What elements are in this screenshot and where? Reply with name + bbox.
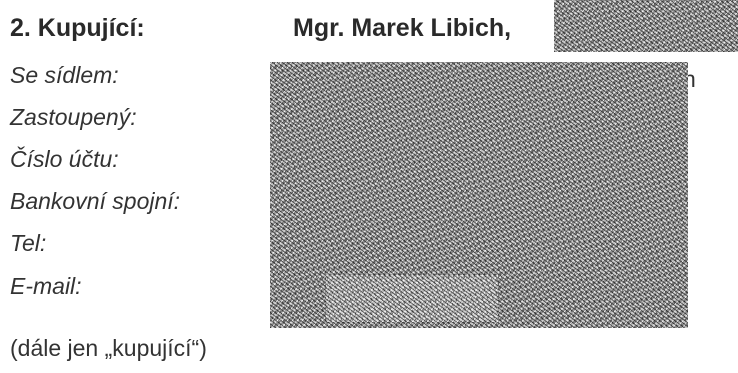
buyer-name: Mgr. Marek Libich,: [293, 14, 512, 42]
section-heading: 2. Kupující:: [10, 14, 145, 42]
field-label-bank-connection: Bankovní spojní:: [10, 188, 181, 214]
redaction-block-inner: [325, 274, 499, 323]
footer-note: (dále jen „kupující“): [10, 335, 207, 361]
redaction-block-top: [554, 0, 738, 52]
field-label-represented-by: Zastoupený:: [10, 104, 137, 130]
field-label-phone: Tel:: [10, 230, 47, 256]
field-label-account-number: Číslo účtu:: [10, 146, 119, 172]
field-label-registered-office: Se sídlem:: [10, 62, 119, 88]
field-label-email: E-mail:: [10, 273, 82, 299]
